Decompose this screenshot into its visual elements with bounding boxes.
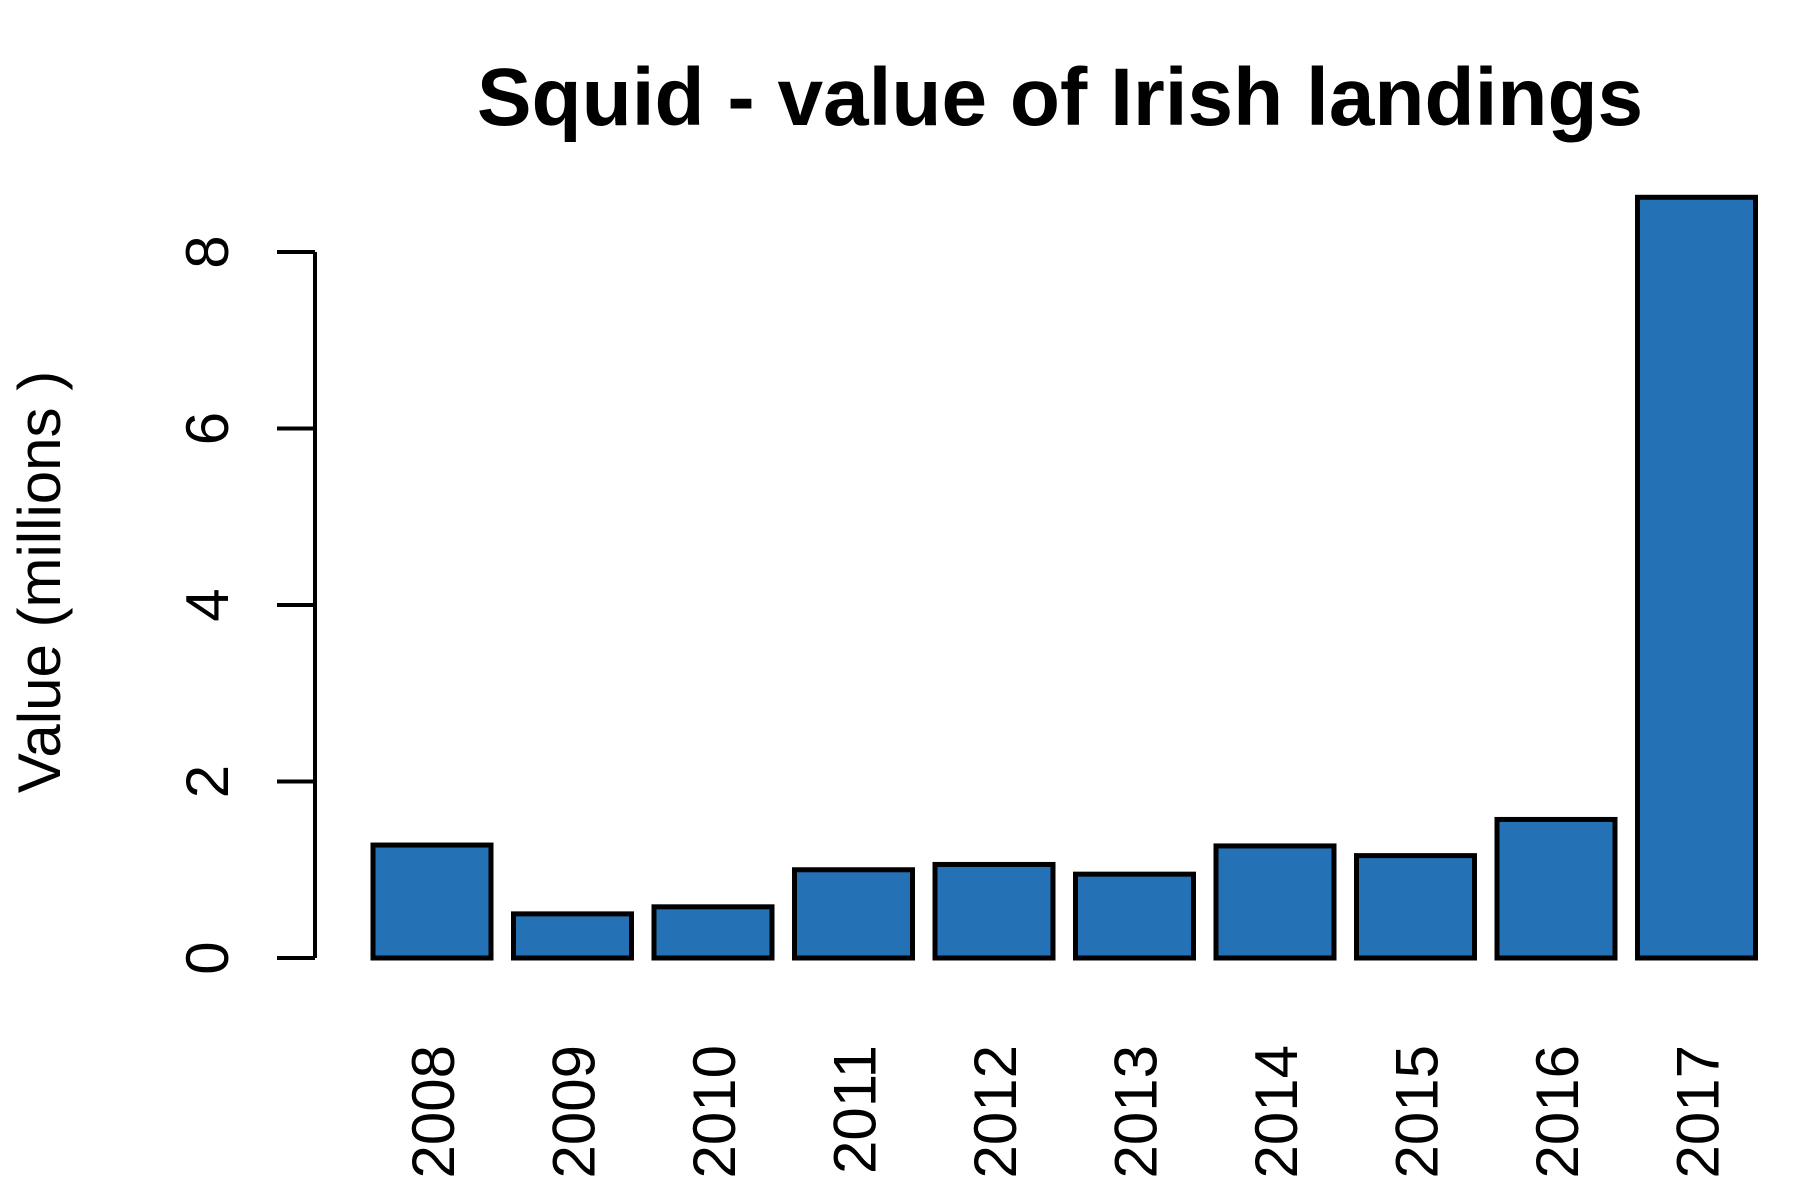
bar-2008 [370,842,494,961]
y-axis: 0 2 4 6 8 [174,235,317,975]
x-tick-label-2016: 2016 [1524,1045,1591,1178]
bar-2015 [1354,853,1477,961]
x-tick-label-2009: 2009 [541,1045,608,1178]
x-tick-label-2012: 2012 [962,1045,1029,1178]
bar-2013 [1073,871,1196,961]
y-tick-label: 2 [174,765,241,798]
y-tick-label: 0 [174,941,241,974]
x-tick-label-2010: 2010 [681,1045,748,1178]
bar-2012 [932,861,1056,961]
y-tick-label: 8 [174,235,241,268]
x-tick-label-2014: 2014 [1243,1045,1310,1178]
y-tick-label: 4 [174,588,241,621]
y-tick-label: 6 [174,412,241,445]
bars-group [370,194,1758,961]
x-tick-label-2017: 2017 [1665,1045,1732,1178]
bar-2016 [1494,816,1618,961]
x-tick-label-2015: 2015 [1384,1045,1451,1178]
y-axis-label: Value (millions ) [6,371,73,793]
x-tick-label-2013: 2013 [1103,1045,1170,1178]
bar-2010 [651,904,775,961]
x-tick-label-2008: 2008 [400,1045,467,1178]
x-tick-labels: 2008 2009 2010 2011 2012 2013 2014 2015 2016 2017 [400,1045,1732,1178]
x-tick-label-2011: 2011 [822,1045,889,1174]
bar-2014 [1213,843,1337,961]
chart-title: Squid - value of Irish landings [477,52,1643,143]
bar-2011 [792,867,915,961]
bar-2009 [511,911,634,961]
bar-2017 [1635,194,1758,961]
